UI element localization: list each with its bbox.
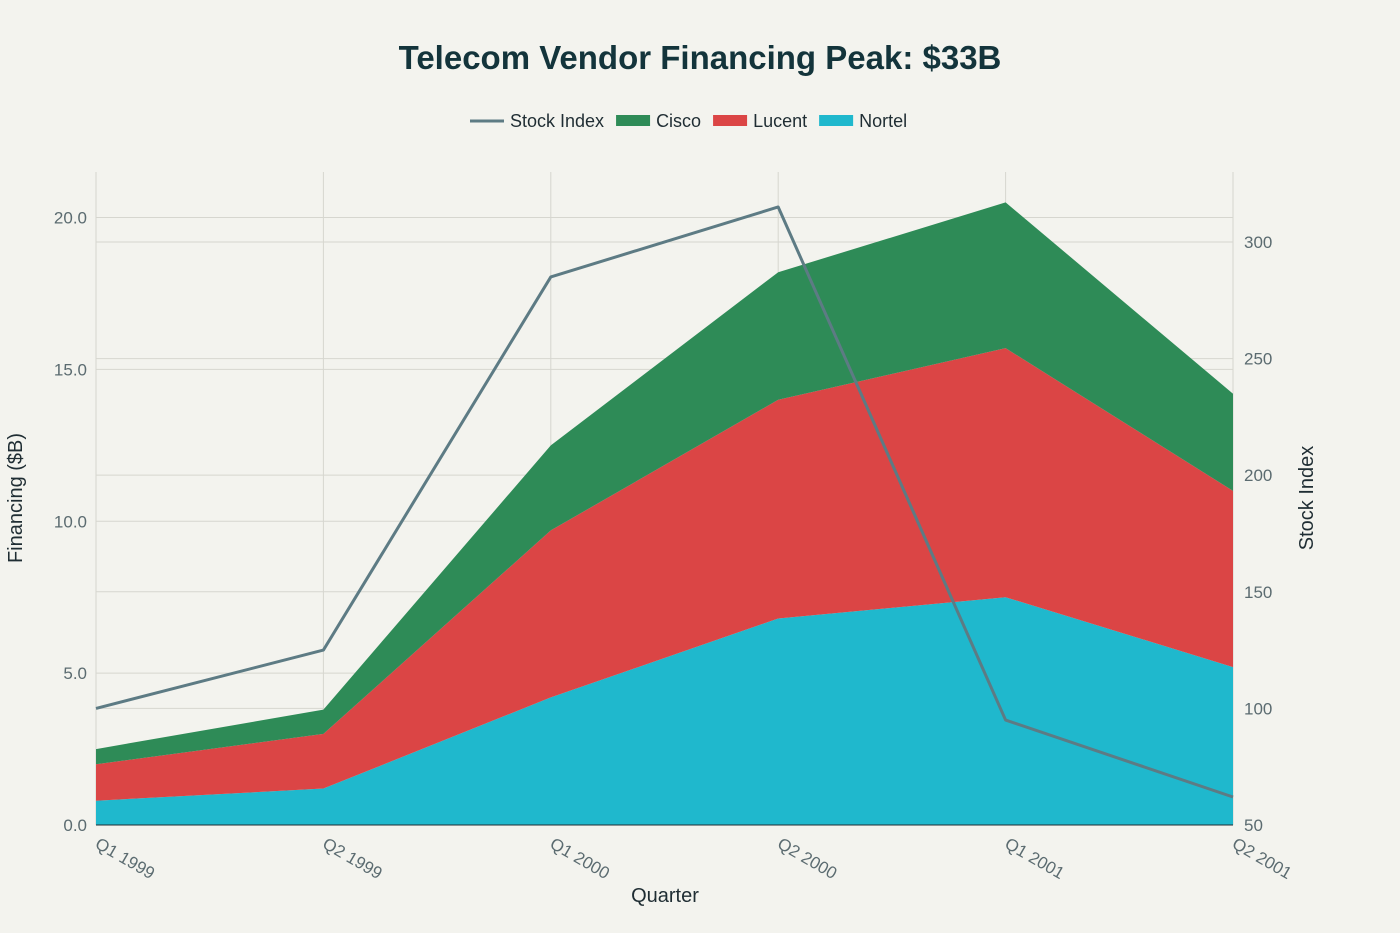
legend: Stock Index Cisco Lucent Nortel	[470, 111, 907, 131]
x-axis-ticks: Q1 1999 Q2 1999 Q1 2000 Q2 2000 Q1 2001 Q2 20…	[92, 834, 1295, 883]
legend-item-lucent[interactable]: Lucent	[713, 111, 807, 131]
y2-axis-title: Stock Index	[1296, 446, 1318, 551]
area-cisco	[96, 202, 1233, 765]
legend-label: Cisco	[656, 111, 701, 131]
stock-index-line-layer	[95, 205, 1234, 799]
y-axis-title: Financing ($B)	[5, 433, 27, 563]
legend-item-nortel[interactable]: Nortel	[819, 111, 907, 131]
legend-item-cisco[interactable]: Cisco	[616, 111, 701, 131]
y-tick-label: 5.0	[63, 664, 87, 683]
y2-tick-label: 250	[1244, 350, 1272, 369]
x-tick-label: Q2 1999	[319, 834, 385, 883]
x-tick-label: Q2 2001	[1229, 834, 1295, 883]
left-axis-ticks: 0.0 5.0 10.0 15.0 20.0	[54, 209, 87, 835]
stacked-areas	[96, 202, 1233, 825]
legend-swatch	[713, 115, 748, 126]
x-tick-label: Q1 1999	[92, 834, 158, 883]
y2-tick-label: 150	[1244, 583, 1272, 602]
right-axis-ticks: 50 100 150 200 250 300	[1244, 233, 1272, 835]
y2-tick-label: 200	[1244, 466, 1272, 485]
legend-label: Lucent	[753, 111, 807, 131]
area-nortel	[96, 597, 1233, 825]
x-tick-label: Q1 2001	[1002, 834, 1068, 883]
legend-swatch	[616, 115, 651, 126]
y-tick-label: 20.0	[54, 209, 87, 228]
legend-label: Stock Index	[510, 111, 604, 131]
x-tick-label: Q2 2000	[774, 834, 840, 883]
x-axis-title: Quarter	[631, 885, 699, 907]
stock-index-line	[95, 205, 1234, 799]
y2-tick-label: 100	[1244, 699, 1272, 718]
x-tick-label: Q1 2000	[547, 834, 613, 883]
chart-title: Telecom Vendor Financing Peak: $33B	[399, 39, 1002, 76]
y2-tick-label: 300	[1244, 233, 1272, 252]
y-tick-label: 10.0	[54, 512, 87, 531]
y2-tick-label: 50	[1244, 816, 1263, 835]
legend-item-stock-index[interactable]: Stock Index	[470, 111, 604, 131]
legend-swatch	[819, 115, 854, 126]
y-tick-label: 0.0	[63, 816, 87, 835]
y-tick-label: 15.0	[54, 360, 87, 379]
area-lucent	[96, 348, 1233, 801]
legend-label: Nortel	[859, 111, 907, 131]
